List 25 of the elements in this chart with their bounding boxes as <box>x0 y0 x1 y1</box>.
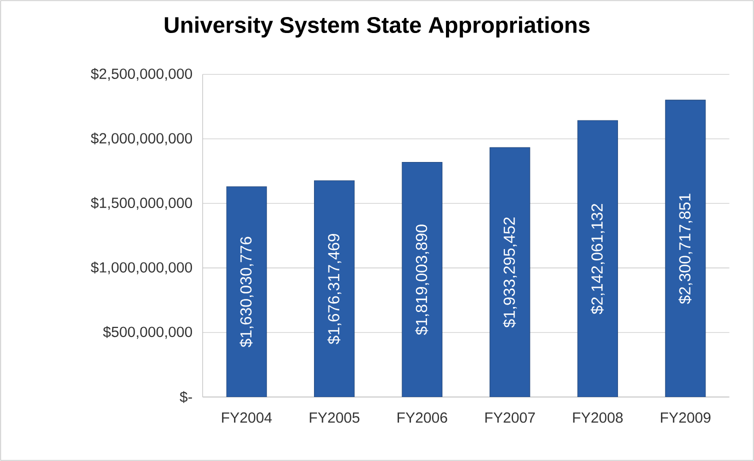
bar <box>314 180 355 397</box>
data-label: $1,933,295,452 <box>502 217 517 328</box>
x-tick-label: FY2009 <box>660 412 710 423</box>
x-tick-label: FY2008 <box>573 412 623 423</box>
y-tick-label: $1,500,000,000 <box>90 197 192 210</box>
x-tick-label: FY2005 <box>310 412 360 423</box>
y-tick-label: $2,500,000,000 <box>90 68 192 81</box>
bar <box>226 186 267 397</box>
x-tick-label: FY2007 <box>485 412 535 423</box>
data-label: $2,300,717,851 <box>678 194 692 304</box>
y-tick-label: $- <box>180 391 192 403</box>
bar <box>577 120 618 397</box>
data-label: $1,630,030,776 <box>240 236 254 348</box>
x-tick-label: FY2004 <box>222 412 272 423</box>
bar <box>402 162 442 397</box>
data-label: $2,142,061,132 <box>590 204 605 314</box>
bar <box>490 147 530 397</box>
y-tick-label: $500,000,000 <box>103 326 192 339</box>
chart-title: University System State Appropriations <box>164 16 590 38</box>
data-label: $1,819,003,890 <box>415 224 430 336</box>
y-tick-label: $1,000,000,000 <box>90 262 192 274</box>
x-tick-label: FY2006 <box>398 412 448 423</box>
y-tick-label: $2,000,000,000 <box>90 132 192 146</box>
data-label: $1,676,317,469 <box>327 234 342 344</box>
bar <box>665 100 706 397</box>
